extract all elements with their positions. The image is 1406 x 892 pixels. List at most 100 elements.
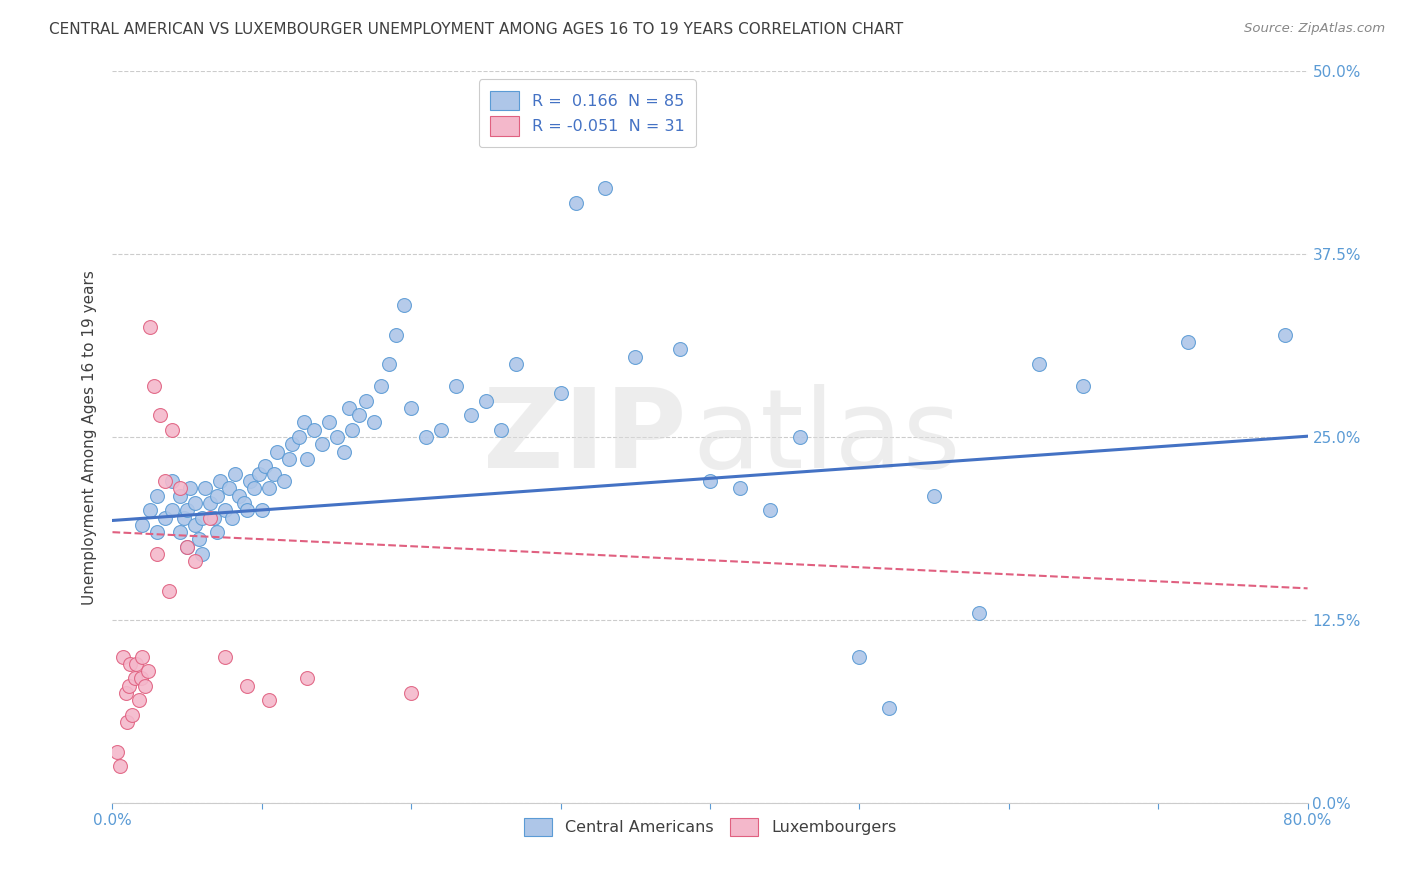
Point <box>183 517 205 532</box>
Point <box>789 430 811 444</box>
Point <box>624 350 647 364</box>
Point <box>288 430 311 444</box>
Point <box>118 679 141 693</box>
Point <box>146 547 169 561</box>
Point <box>527 130 550 145</box>
Point <box>922 489 945 503</box>
Point <box>115 686 138 700</box>
Point <box>108 759 131 773</box>
Point <box>162 474 183 488</box>
Point <box>337 401 360 415</box>
Point <box>292 416 315 430</box>
Point <box>105 745 128 759</box>
Point <box>139 320 162 334</box>
Point <box>117 715 139 730</box>
Point <box>121 708 143 723</box>
Point <box>243 481 266 495</box>
Point <box>146 525 169 540</box>
Point <box>253 459 276 474</box>
Point <box>128 693 150 707</box>
Point <box>236 679 259 693</box>
Point <box>759 503 782 517</box>
Point <box>356 393 378 408</box>
Point <box>191 510 214 524</box>
Point <box>236 503 259 517</box>
Point <box>183 496 205 510</box>
Point <box>239 474 262 488</box>
Point <box>378 357 401 371</box>
Point <box>263 467 285 481</box>
Point <box>250 503 273 517</box>
Point <box>198 510 221 524</box>
Point <box>131 649 153 664</box>
Point <box>124 672 146 686</box>
Point <box>218 481 240 495</box>
Point <box>179 481 201 495</box>
Point <box>363 416 385 430</box>
Point <box>266 444 288 458</box>
Point <box>157 583 180 598</box>
Point <box>214 649 236 664</box>
Point <box>311 437 333 451</box>
Point <box>1274 327 1296 342</box>
Point <box>595 181 617 195</box>
Point <box>967 606 990 620</box>
Point <box>295 672 318 686</box>
Point <box>162 503 183 517</box>
Point <box>153 474 176 488</box>
Point <box>134 679 156 693</box>
Point <box>295 452 318 467</box>
Point <box>146 489 169 503</box>
Point <box>224 467 246 481</box>
Text: CENTRAL AMERICAN VS LUXEMBOURGER UNEMPLOYMENT AMONG AGES 16 TO 19 YEARS CORRELAT: CENTRAL AMERICAN VS LUXEMBOURGER UNEMPLO… <box>49 22 904 37</box>
Point <box>489 423 512 437</box>
Point <box>340 423 363 437</box>
Text: Source: ZipAtlas.com: Source: ZipAtlas.com <box>1244 22 1385 36</box>
Point <box>475 393 498 408</box>
Point <box>1177 334 1199 349</box>
Point <box>259 693 281 707</box>
Point <box>415 430 437 444</box>
Point <box>131 517 153 532</box>
Point <box>233 496 256 510</box>
Point <box>281 437 304 451</box>
Legend: Central Americans, Luxembourgers: Central Americans, Luxembourgers <box>517 811 903 842</box>
Point <box>401 401 423 415</box>
Point <box>302 423 325 437</box>
Point <box>879 700 901 714</box>
Point <box>129 672 152 686</box>
Point <box>370 379 392 393</box>
Point <box>318 416 340 430</box>
Point <box>273 474 295 488</box>
Point <box>188 533 211 547</box>
Point <box>176 540 198 554</box>
Point <box>205 525 228 540</box>
Point <box>848 649 870 664</box>
Point <box>111 649 134 664</box>
Point <box>550 386 572 401</box>
Point <box>325 430 347 444</box>
Point <box>333 444 356 458</box>
Point <box>728 481 751 495</box>
Point <box>228 489 250 503</box>
Point <box>191 547 214 561</box>
Point <box>259 481 281 495</box>
Point <box>153 510 176 524</box>
Point <box>143 379 166 393</box>
Point <box>401 686 423 700</box>
Point <box>139 503 162 517</box>
Point <box>221 510 243 524</box>
Point <box>125 657 148 671</box>
Y-axis label: Unemployment Among Ages 16 to 19 years: Unemployment Among Ages 16 to 19 years <box>82 269 97 605</box>
Point <box>209 474 232 488</box>
Point <box>194 481 217 495</box>
Point <box>198 496 221 510</box>
Point <box>460 408 482 422</box>
Point <box>169 481 191 495</box>
Text: atlas: atlas <box>692 384 960 491</box>
Point <box>347 408 370 422</box>
Point <box>176 540 198 554</box>
Point <box>669 343 692 357</box>
Point <box>277 452 299 467</box>
Point <box>1028 357 1050 371</box>
